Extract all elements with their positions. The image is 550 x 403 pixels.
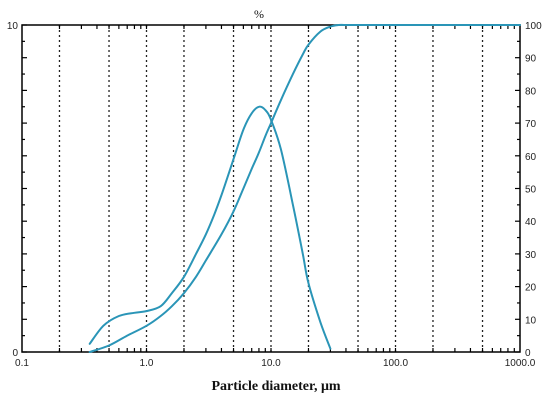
- x-axis-label: Particle diameter, μm: [211, 379, 340, 394]
- x-tick-label: 1.0: [140, 358, 154, 369]
- y-right-tick-label: 20: [525, 283, 537, 294]
- y-right-tick-label: 40: [525, 217, 537, 228]
- x-tick-label: 100.0: [383, 358, 408, 369]
- y-right-tick-label: 90: [525, 54, 537, 65]
- y-right-tick-label: 0: [525, 348, 531, 359]
- frame-ticks: [22, 24, 520, 353]
- y-right-tick-label: 30: [525, 250, 537, 261]
- y-right-tick-label: 70: [525, 119, 537, 130]
- tick-labels: 0.1 1.0 10.0 100.0 1000.00100102030405060708…: [7, 21, 542, 369]
- x-tick-label: 0.1: [15, 358, 29, 369]
- y-right-tick-label: 10: [525, 315, 537, 326]
- y-right-tick-label: 60: [525, 152, 537, 163]
- y-right-tick-label: 50: [525, 185, 537, 196]
- cumulative-curve: [88, 23, 521, 353]
- distribution-curve: [88, 105, 332, 350]
- vertical-grid: [58, 25, 484, 352]
- x-tick-label: 10.0: [261, 358, 281, 369]
- y-unit-label: %: [254, 7, 264, 21]
- x-tick-label: 1000.0: [505, 358, 536, 369]
- y-right-tick-label: 100: [525, 21, 542, 32]
- y-left-tick-label: 0: [12, 348, 18, 359]
- y-right-tick-label: 80: [525, 86, 537, 97]
- plot-frame: [21, 24, 521, 353]
- y-left-tick-label: 10: [7, 21, 19, 32]
- series-layer: [88, 23, 521, 353]
